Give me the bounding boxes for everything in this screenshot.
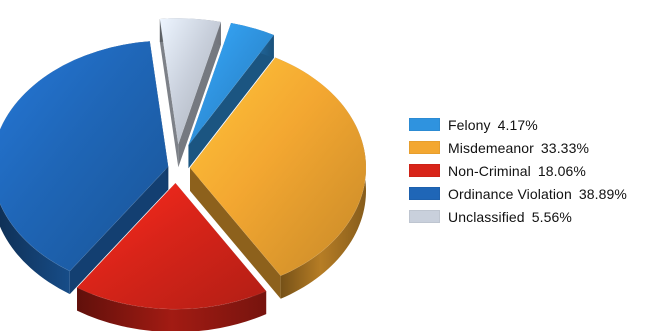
legend-category-ordinance-violation: Ordinance Violation (448, 185, 572, 202)
pie-slice-felony (188, 22, 275, 169)
legend-swatch-non-criminal (409, 164, 440, 177)
legend-label-non-criminal: Non-Criminal 18.06% (448, 163, 586, 179)
legend: Felony 4.17% Misdemeanor 33.33% Non-Crimin… (409, 113, 647, 228)
legend-swatch-misdemeanor (409, 141, 440, 154)
pie-slice-top (76, 182, 267, 310)
legend-value-unclassified: 5.56% (531, 208, 572, 225)
legend-category-felony: Felony (448, 116, 491, 133)
legend-category-unclassified: Unclassified (448, 208, 525, 225)
legend-value-ordinance-violation: 38.89% (578, 185, 627, 202)
legend-item-unclassified: Unclassified 5.56% (409, 205, 647, 228)
pie-slice-unclassified (159, 17, 222, 168)
pie-slice-misdemeanor (189, 57, 367, 299)
pie-slice-top (159, 17, 222, 145)
legend-swatch-ordinance-violation (409, 187, 440, 200)
pie-slice-edge (69, 166, 169, 295)
legend-label-misdemeanor: Misdemeanor 33.33% (448, 140, 589, 156)
pie-slice-edge (188, 35, 274, 169)
legend-value-non-criminal: 18.06% (537, 162, 586, 179)
legend-label-felony: Felony 4.17% (448, 117, 538, 133)
pie-slice-side (77, 287, 267, 331)
legend-label-ordinance-violation: Ordinance Violation 38.89% (448, 186, 627, 202)
legend-category-misdemeanor: Misdemeanor (448, 139, 534, 156)
pie-slice-top (188, 22, 275, 146)
legend-swatch-unclassified (409, 210, 440, 223)
legend-item-non-criminal: Non-Criminal 18.06% (409, 159, 647, 182)
pie-slice-top (0, 40, 169, 272)
pie-slice-ordinance-violation (0, 40, 169, 295)
pie-slice-edge (159, 18, 179, 168)
legend-label-unclassified: Unclassified 5.56% (448, 209, 572, 225)
legend-item-felony: Felony 4.17% (409, 113, 647, 136)
legend-item-misdemeanor: Misdemeanor 33.33% (409, 136, 647, 159)
legend-item-ordinance-violation: Ordinance Violation 38.89% (409, 182, 647, 205)
legend-swatch-felony (409, 118, 440, 131)
legend-value-felony: 4.17% (497, 116, 538, 133)
pie-slice-top (189, 57, 367, 277)
pie-slice-edge (178, 22, 221, 168)
legend-value-misdemeanor: 33.33% (540, 139, 590, 156)
pie-slice-non-criminal (76, 182, 267, 331)
legend-category-non-criminal: Non-Criminal (448, 162, 531, 179)
pie-slice-edge (190, 167, 281, 299)
